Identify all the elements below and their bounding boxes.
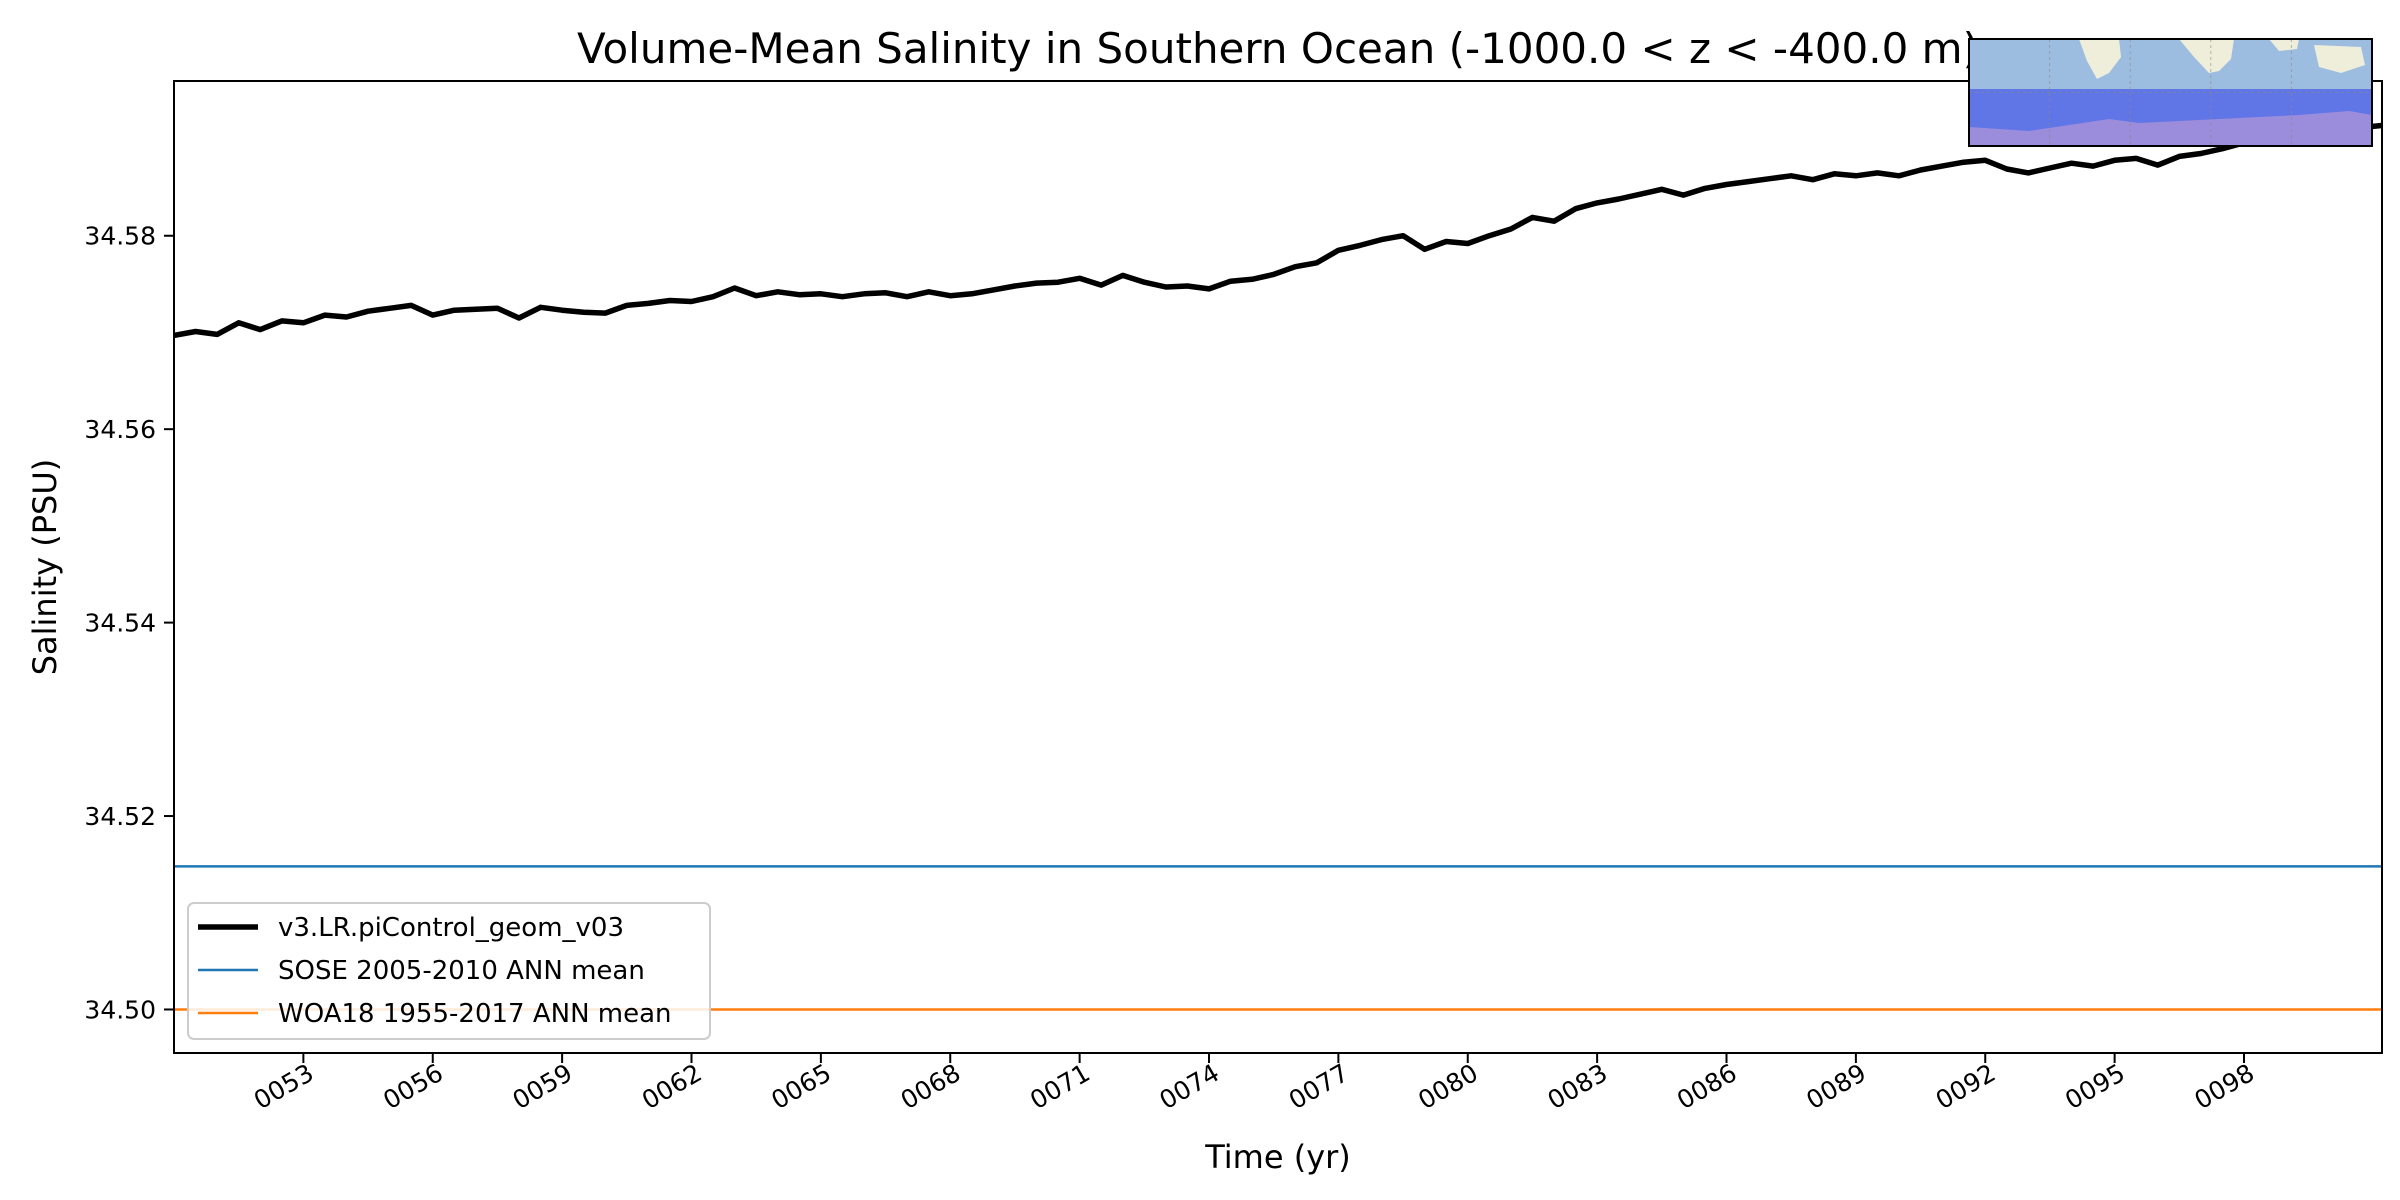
inset-frame [1968,38,2373,147]
x-tick-label: 0089 [1801,1058,1871,1115]
inset-land-south-america [2079,39,2121,79]
x-tick-label: 0074 [1155,1058,1225,1115]
x-tick-label: 0056 [378,1058,448,1115]
y-axis-ticks: 34.50 34.52 34.54 34.56 34.58 [84,222,174,1024]
legend-label-0: v3.LR.piControl_geom_v03 [278,913,624,943]
x-tick-label: 0065 [766,1058,836,1115]
legend-box [187,902,711,1040]
legend-label-1: SOSE 2005-2010 ANN mean [278,956,645,986]
x-tick-label: 0086 [1672,1058,1742,1115]
legend: v3.LR.piControl_geom_v03 SOSE 2005-2010 A… [187,902,711,1040]
chart-title: Volume-Mean Salinity in Southern Ocean (… [577,24,1979,73]
inset-antarctica [1969,111,2372,146]
x-tick-label: 0098 [2190,1058,2260,1115]
y-tick-label: 34.54 [84,609,156,638]
x-tick-label: 0083 [1543,1058,1613,1115]
y-tick-label: 34.50 [84,995,156,1024]
y-axis-label: Salinity (PSU) [26,459,64,676]
y-tick-label: 34.52 [84,802,156,831]
x-tick-label: 0092 [1931,1058,2001,1115]
legend-label-2: WOA18 1955-2017 ANN mean [278,999,672,1029]
x-tick-label: 0062 [637,1058,707,1115]
x-tick-label: 0068 [896,1058,966,1115]
plot-area [174,122,2382,1011]
axes-frame [173,80,2383,1054]
y-tick-label: 34.56 [84,415,156,444]
x-tick-label: 0053 [249,1058,319,1115]
x-axis-ticks: 0053 0056 0059 0062 0065 0068 0071 0074 0077 0080… [249,1053,2259,1115]
inset-land-africa [2179,39,2234,73]
x-tick-label: 0071 [1025,1058,1095,1115]
x-tick-label: 0080 [1413,1058,1483,1115]
x-tick-label: 0059 [508,1058,578,1115]
series-line-0 [174,122,2382,339]
x-tick-label: 0095 [2060,1058,2130,1115]
x-tick-label: 0077 [1284,1058,1354,1115]
inset-map [1968,38,2373,147]
y-tick-label: 34.58 [84,222,156,251]
inset-land-australia [2314,45,2365,73]
x-axis-label: Time (yr) [1204,1138,1351,1176]
